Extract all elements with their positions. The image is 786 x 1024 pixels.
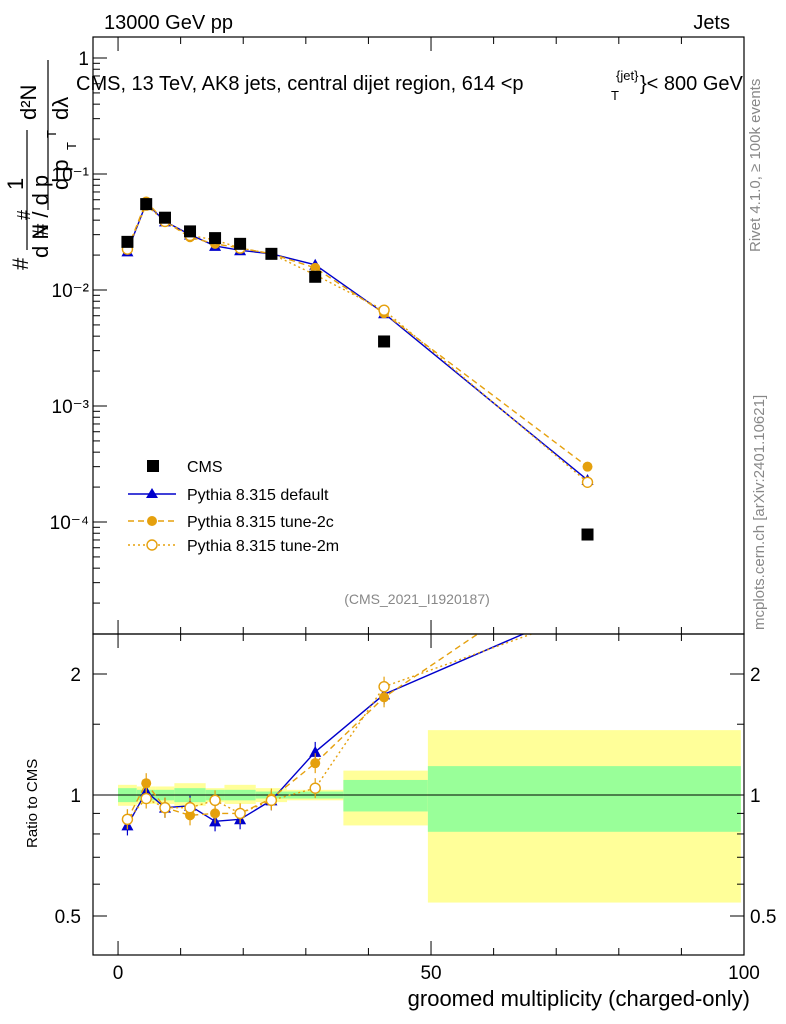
ratio-point-tune2m-3 — [184, 801, 196, 814]
main-point-data-5 — [234, 237, 247, 250]
main-ylabel: # 1 d N / d p T # # d²N d p T dλ — [3, 60, 79, 270]
main-point-tune2c-9 — [582, 461, 593, 472]
ratio-ytick-label-left-1: 1 — [70, 786, 81, 807]
ratio-frame — [92, 633, 745, 956]
main-line-tune2c — [126, 200, 588, 468]
analysis-id: (CMS_2021_I1920187) — [344, 591, 490, 607]
ratio-point-tune2m-2 — [159, 801, 171, 814]
header-right: Jets — [693, 12, 730, 34]
main-ytick-label-0: 1 — [78, 49, 89, 70]
ylabel-hash-3: # — [14, 210, 34, 220]
main-ytick-label-2: 10⁻² — [52, 281, 90, 302]
ratio-point-tune2c-1 — [141, 778, 152, 789]
ratio-point-tune2c-4 — [210, 808, 221, 819]
legend-label-tune2c: Pythia 8.315 tune-2c — [187, 514, 334, 531]
ratio-point-tune2m-1 — [140, 792, 152, 805]
x-axis-label: groomed multiplicity (charged-only) — [408, 986, 750, 1011]
ylabel-dpT: d p — [48, 159, 73, 190]
main-point-data-1 — [140, 198, 153, 211]
ratio-ytick-label-right-0: 0.5 — [750, 907, 776, 928]
main-point-data-2 — [158, 211, 171, 224]
ylabel-d2N: d²N — [16, 85, 41, 120]
main-series — [121, 196, 594, 541]
legend-marker-default — [146, 488, 158, 498]
legend-label-cms: CMS — [187, 459, 223, 476]
ratio-point-tune2m-6 — [265, 794, 278, 807]
legend-marker-tune2m — [146, 539, 158, 551]
main-line-default — [126, 201, 588, 481]
ratio-ytick-label-right-2: 2 — [750, 665, 761, 686]
main-y-axis: 1 10⁻¹ 10⁻² 10⁻³ 10⁻⁴ — [50, 49, 107, 604]
main-point-tune2m-8 — [378, 304, 390, 316]
main-point-data-4 — [209, 232, 222, 245]
main-point-data-3 — [184, 225, 197, 238]
ratio-panel: 0.5 0.5 1 1 2 2 0 50 100 — [55, 555, 777, 984]
ratio-point-default-9 — [582, 600, 594, 611]
ratio-point-tune2m-4 — [209, 794, 221, 807]
ylabel-dlam: dλ — [48, 97, 73, 120]
header-left: 13000 GeV pp — [104, 12, 233, 34]
ratio-line-tune2c — [126, 634, 479, 820]
main-ytick-label-4: 10⁻⁴ — [50, 513, 89, 534]
ylabel-dpT-T: T — [64, 142, 79, 150]
main-ytick-label-3: 10⁻³ — [52, 397, 90, 418]
legend-label-default: Pythia 8.315 default — [187, 487, 329, 504]
ylabel-hash-1: # — [8, 257, 33, 270]
ratio-bands — [118, 730, 741, 903]
ylabel-dN-T: T — [44, 130, 59, 138]
legend-label-tune2m: Pythia 8.315 tune-2m — [187, 538, 339, 555]
ratio-point-tune2m-9 — [583, 609, 593, 619]
ratio-y-axis: 0.5 0.5 1 1 2 2 — [55, 665, 777, 928]
main-point-data-7 — [309, 270, 322, 283]
ylabel-one: 1 — [3, 178, 28, 190]
main-point-data-8 — [378, 335, 391, 348]
ratio-point-tune2m-5 — [234, 807, 246, 820]
ratio-point-default-7 — [309, 745, 322, 757]
plot-title-sub: T — [611, 88, 619, 103]
main-point-data-0 — [121, 235, 134, 248]
ratio-point-tune2m-8 — [378, 680, 390, 693]
legend-marker-tune2c — [147, 516, 157, 526]
ratio-line-default — [126, 634, 526, 826]
ratio-ylabel: Ratio to CMS — [24, 759, 41, 848]
ratio-xtick-label-0: 0 — [113, 963, 124, 984]
main-point-tune2m-9 — [581, 476, 594, 488]
plot-title-tail: }< 800 GeV — [640, 73, 744, 95]
ratio-point-tune2c-8 — [379, 692, 390, 703]
main-point-data-6 — [265, 247, 278, 260]
ylabel-hash-2: # — [28, 223, 53, 236]
ratio-ytick-label-right-1: 1 — [750, 786, 761, 807]
rivet-label: Rivet 4.1.0, ≥ 100k events — [747, 79, 764, 252]
ratio-ytick-label-left-0: 0.5 — [55, 907, 81, 928]
plot-title-main: CMS, 13 TeV, AK8 jets, central dijet reg… — [76, 73, 524, 95]
ratio-xtick-label-1: 50 — [420, 963, 441, 984]
band-inner-9 — [427, 766, 741, 832]
ratio-point-tune2m-0 — [121, 813, 134, 826]
ratio-point-tune2m-7 — [309, 782, 321, 794]
band-inner-8 — [343, 779, 428, 812]
mcplots-label: mcplots.cern.ch [arXiv:2401.10621] — [751, 395, 768, 630]
main-ytick-label-1: 10⁻¹ — [52, 165, 90, 186]
plot-title-sup: {jet} — [616, 68, 639, 83]
main-point-data-9 — [581, 528, 594, 541]
ratio-point-tune2c-7 — [310, 758, 321, 769]
main-line-tune2m — [126, 203, 588, 483]
ratio-point-tune2c-9 — [583, 555, 593, 565]
ratio-ytick-label-left-2: 2 — [70, 665, 81, 686]
ratio-series — [121, 555, 594, 836]
ratio-xtick-label-2: 100 — [728, 963, 760, 984]
legend-marker-cms — [147, 460, 159, 472]
plot-title: CMS, 13 TeV, AK8 jets, central dijet reg… — [76, 68, 744, 103]
ylabel-dN: d N / d p — [28, 175, 53, 258]
legend: CMS Pythia 8.315 default Pythia 8.315 tu… — [128, 459, 339, 555]
